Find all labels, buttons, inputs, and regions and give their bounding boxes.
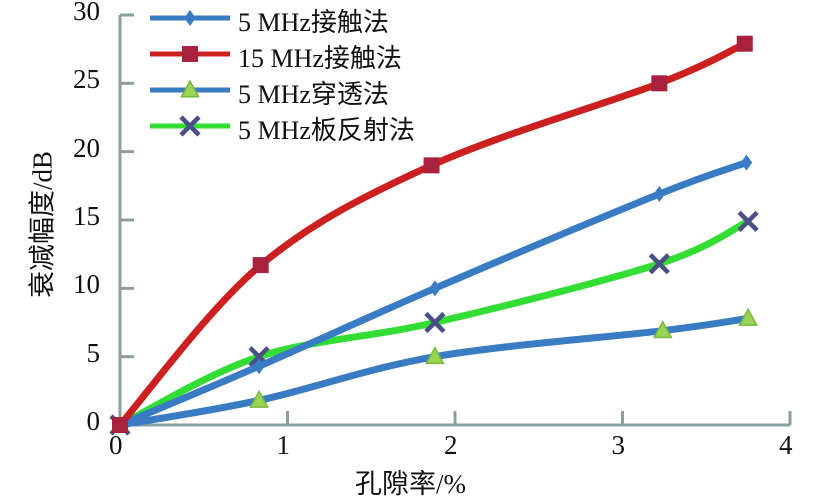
- marker-triangle: [249, 389, 269, 408]
- x-axis-title: 孔隙率/%: [355, 469, 466, 499]
- y-tick-label: 5: [86, 337, 101, 368]
- y-axis-title: 衰减幅度/dB: [27, 151, 58, 299]
- series-2: [110, 307, 758, 433]
- x-tick-label: 3: [611, 430, 626, 460]
- y-tick-label: 10: [73, 269, 100, 300]
- marker-cross-x: [179, 115, 201, 137]
- x-tick-label: 4: [779, 430, 793, 460]
- legend-entry-0: [150, 10, 230, 26]
- marker-square: [651, 75, 668, 92]
- marker-cross-x: [424, 311, 446, 334]
- marker-diamond: [429, 280, 441, 297]
- marker-diamond: [653, 186, 666, 203]
- legend-label-5mhz-contact: 5 MHz接触法: [238, 8, 389, 37]
- y-tick-label: 15: [73, 201, 100, 231]
- legend-label-5mhz-plate-reflection: 5 MHz板反射法: [238, 116, 415, 145]
- marker-triangle: [180, 79, 200, 98]
- marker-diamond: [184, 10, 196, 26]
- marker-cross-x: [648, 253, 670, 275]
- legend-label-5mhz-through: 5 MHz穿透法: [238, 80, 389, 109]
- marker-square: [423, 157, 440, 174]
- x-tick-label: 2: [444, 430, 458, 460]
- marker-diamond: [253, 358, 265, 375]
- x-axis-ticks: [118, 411, 792, 425]
- y-tick-label: 25: [73, 64, 100, 95]
- y-tick-label: 30: [73, 0, 100, 26]
- legend-label-15mhz-contact: 15 MHz接触法: [238, 44, 402, 73]
- legend-entry-3: [150, 115, 230, 137]
- marker-square: [736, 35, 753, 52]
- series-line: [116, 40, 749, 429]
- marker-cross-x: [737, 210, 759, 232]
- y-tick-label: 0: [86, 406, 101, 436]
- data-series-layer: [109, 35, 759, 436]
- y-tick-label: 20: [73, 132, 100, 163]
- marker-diamond: [740, 154, 753, 171]
- marker-square: [252, 257, 269, 274]
- series-0: [114, 154, 753, 433]
- x-tick-label: 1: [276, 430, 291, 460]
- axis-lines: [118, 15, 790, 427]
- marker-triangle: [652, 320, 673, 339]
- y-axis-ticks: [120, 13, 134, 427]
- legend-symbols: [150, 10, 230, 137]
- legend-entry-2: [150, 79, 230, 98]
- marker-square: [112, 417, 128, 433]
- legend-entry-1: [150, 46, 230, 62]
- marker-triangle: [425, 346, 445, 365]
- x-tick-label: 0: [109, 430, 123, 460]
- series-1: [112, 35, 753, 433]
- marker-square: [182, 46, 198, 62]
- marker-triangle: [738, 307, 758, 326]
